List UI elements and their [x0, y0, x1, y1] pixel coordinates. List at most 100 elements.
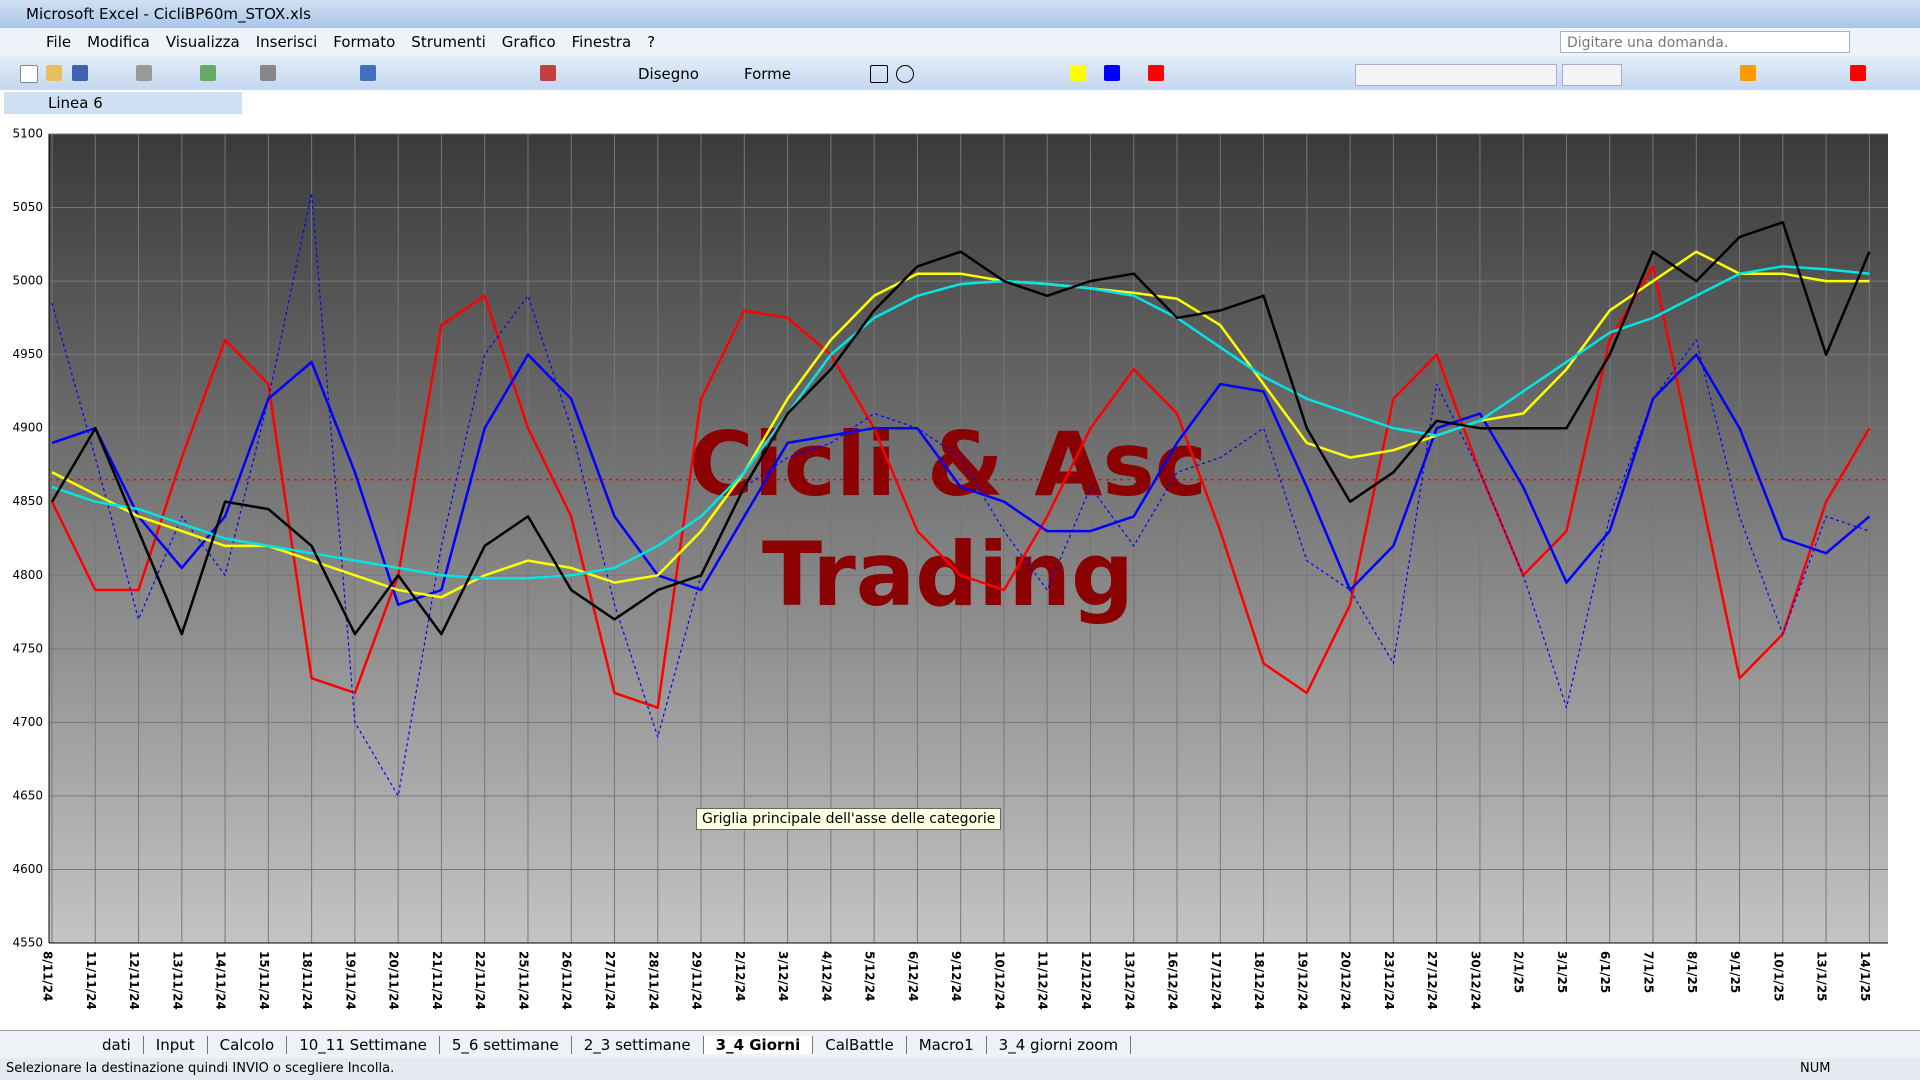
x-tick-label: 20/11/24	[387, 951, 401, 1010]
name-box[interactable]: Linea 6	[4, 92, 242, 114]
sheet-tab[interactable]: Macro1	[907, 1035, 987, 1054]
num-indicator: NUM	[1800, 1061, 1831, 1076]
chart-icon[interactable]	[540, 65, 556, 81]
sheet-tab[interactable]: 3_4 giorni zoom	[987, 1035, 1132, 1054]
toolbar: Disegno Forme	[0, 56, 1920, 90]
sheet-tab[interactable]: CalBattle	[813, 1035, 907, 1054]
x-tick-label: 18/11/24	[300, 951, 314, 1010]
y-tick-label: 4550	[12, 936, 43, 950]
sheet-tab[interactable]: Calcolo	[208, 1035, 288, 1054]
menu-item[interactable]: Visualizza	[165, 33, 240, 51]
x-tick-label: 5/12/24	[863, 951, 877, 1002]
menu-item[interactable]: ?	[647, 33, 656, 51]
formula-bar	[0, 90, 1920, 117]
y-tick-label: 4900	[12, 421, 43, 435]
x-tick-label: 12/12/24	[1079, 951, 1093, 1010]
x-tick-label: 29/11/24	[690, 951, 704, 1010]
x-tick-label: 3/1/25	[1555, 951, 1569, 993]
rect-icon[interactable]	[870, 65, 888, 83]
window-title: Microsoft Excel - CicliBP60m_STOX.xls	[26, 5, 311, 23]
font-color-icon-2[interactable]	[1850, 65, 1866, 81]
sheet-tab[interactable]: Input	[144, 1035, 208, 1054]
x-tick-label: 19/11/24	[343, 951, 357, 1010]
cut-icon[interactable]	[260, 65, 276, 81]
y-tick-label: 5050	[12, 200, 43, 214]
series-line	[51, 250, 1870, 599]
font-color-icon[interactable]	[1148, 65, 1164, 81]
series-line	[50, 265, 1871, 709]
sheet-tab[interactable]: 5_6 settimane	[440, 1035, 572, 1054]
menu-item[interactable]: Strumenti	[411, 33, 486, 51]
fill-icon[interactable]	[1070, 65, 1086, 81]
title-bar: Microsoft Excel - CicliBP60m_STOX.xls	[0, 0, 1920, 28]
x-tick-label: 11/11/24	[84, 951, 98, 1010]
y-tick-label: 4750	[12, 641, 43, 655]
y-tick-label: 4950	[12, 347, 43, 361]
shapes-menu[interactable]: Forme	[744, 65, 792, 83]
x-tick-label: 25/11/24	[516, 951, 530, 1010]
menu-item[interactable]: File	[46, 33, 72, 51]
size-box[interactable]	[1562, 64, 1622, 86]
x-tick-label: 14/1/25	[1858, 951, 1872, 1002]
line-color-icon[interactable]	[1104, 65, 1120, 81]
x-tick-label: 22/11/24	[473, 951, 487, 1010]
menu-item[interactable]: Modifica	[87, 33, 150, 51]
x-tick-label: 12/11/24	[127, 951, 141, 1010]
sheet-tab[interactable]: 10_11 Settimane	[287, 1035, 440, 1054]
menu-item[interactable]: Finestra	[571, 33, 632, 51]
x-tick-label: 2/1/25	[1512, 951, 1526, 993]
watermark: Trading	[762, 523, 1134, 626]
y-tick-label: 4700	[12, 715, 43, 729]
new-icon[interactable]	[20, 65, 38, 83]
x-tick-label: 17/12/24	[1209, 951, 1223, 1010]
x-tick-label: 3/12/24	[776, 951, 790, 1002]
y-tick-label: 4600	[12, 862, 43, 876]
series-line	[51, 192, 1870, 797]
menu-item[interactable]: Formato	[333, 33, 396, 51]
series-line	[50, 221, 1871, 636]
sheet-tab[interactable]: dati	[90, 1035, 144, 1054]
sheet-tab[interactable]: 3_4 Giorni	[703, 1035, 814, 1054]
save-icon[interactable]	[72, 65, 88, 81]
print-icon[interactable]	[136, 65, 152, 81]
x-tick-label: 15/11/24	[257, 951, 271, 1010]
y-tick-label: 5100	[12, 127, 43, 141]
x-tick-label: 4/12/24	[819, 951, 833, 1002]
series-line	[51, 265, 1870, 580]
x-tick-label: 8/11/24	[41, 951, 55, 1002]
x-tick-label: 6/1/25	[1598, 951, 1612, 993]
x-tick-label: 2/12/24	[733, 951, 747, 1002]
x-tick-label: 6/12/24	[906, 951, 920, 1002]
y-tick-label: 4850	[12, 494, 43, 508]
x-tick-label: 30/12/24	[1468, 951, 1482, 1010]
status-bar: Selezionare la destinazione quindi INVIO…	[0, 1058, 1920, 1080]
x-tick-label: 8/1/25	[1685, 951, 1699, 993]
oval-icon[interactable]	[896, 65, 914, 83]
fill-icon-2[interactable]	[1740, 65, 1756, 81]
x-tick-label: 7/1/25	[1642, 951, 1656, 993]
x-tick-label: 26/11/24	[560, 951, 574, 1010]
help-box[interactable]: Digitare una domanda.	[1560, 31, 1850, 53]
x-tick-label: 13/11/24	[170, 951, 184, 1010]
undo-icon[interactable]	[360, 65, 376, 81]
status-message: Selezionare la destinazione quindi INVIO…	[6, 1061, 395, 1076]
menu-item[interactable]: Grafico	[501, 33, 556, 51]
open-icon[interactable]	[46, 65, 62, 81]
drawing-menu[interactable]: Disegno	[638, 65, 699, 83]
x-tick-label: 16/12/24	[1166, 951, 1180, 1010]
y-tick-label: 4650	[12, 788, 43, 802]
spell-icon[interactable]	[200, 65, 216, 81]
font-box[interactable]	[1355, 64, 1557, 86]
chart: 8/11/24 11/11/24 12/11/24 13/11/24 14/11/24 1…	[0, 116, 1920, 1030]
x-tick-label: 27/12/24	[1425, 951, 1439, 1010]
y-tick-label: 5000	[12, 274, 43, 288]
tooltip: Griglia principale dell'asse delle categ…	[696, 808, 1002, 830]
x-tick-label: 10/1/25	[1771, 951, 1785, 1002]
x-tick-label: 20/12/24	[1339, 951, 1353, 1010]
menu-item[interactable]: Inserisci	[255, 33, 318, 51]
x-tick-label: 13/1/25	[1815, 951, 1829, 1002]
x-tick-label: 19/12/24	[1295, 951, 1309, 1010]
watermark: Cicli & Asc	[689, 413, 1207, 516]
x-tick-label: 23/12/24	[1382, 951, 1396, 1010]
sheet-tab[interactable]: 2_3 settimane	[572, 1035, 704, 1054]
